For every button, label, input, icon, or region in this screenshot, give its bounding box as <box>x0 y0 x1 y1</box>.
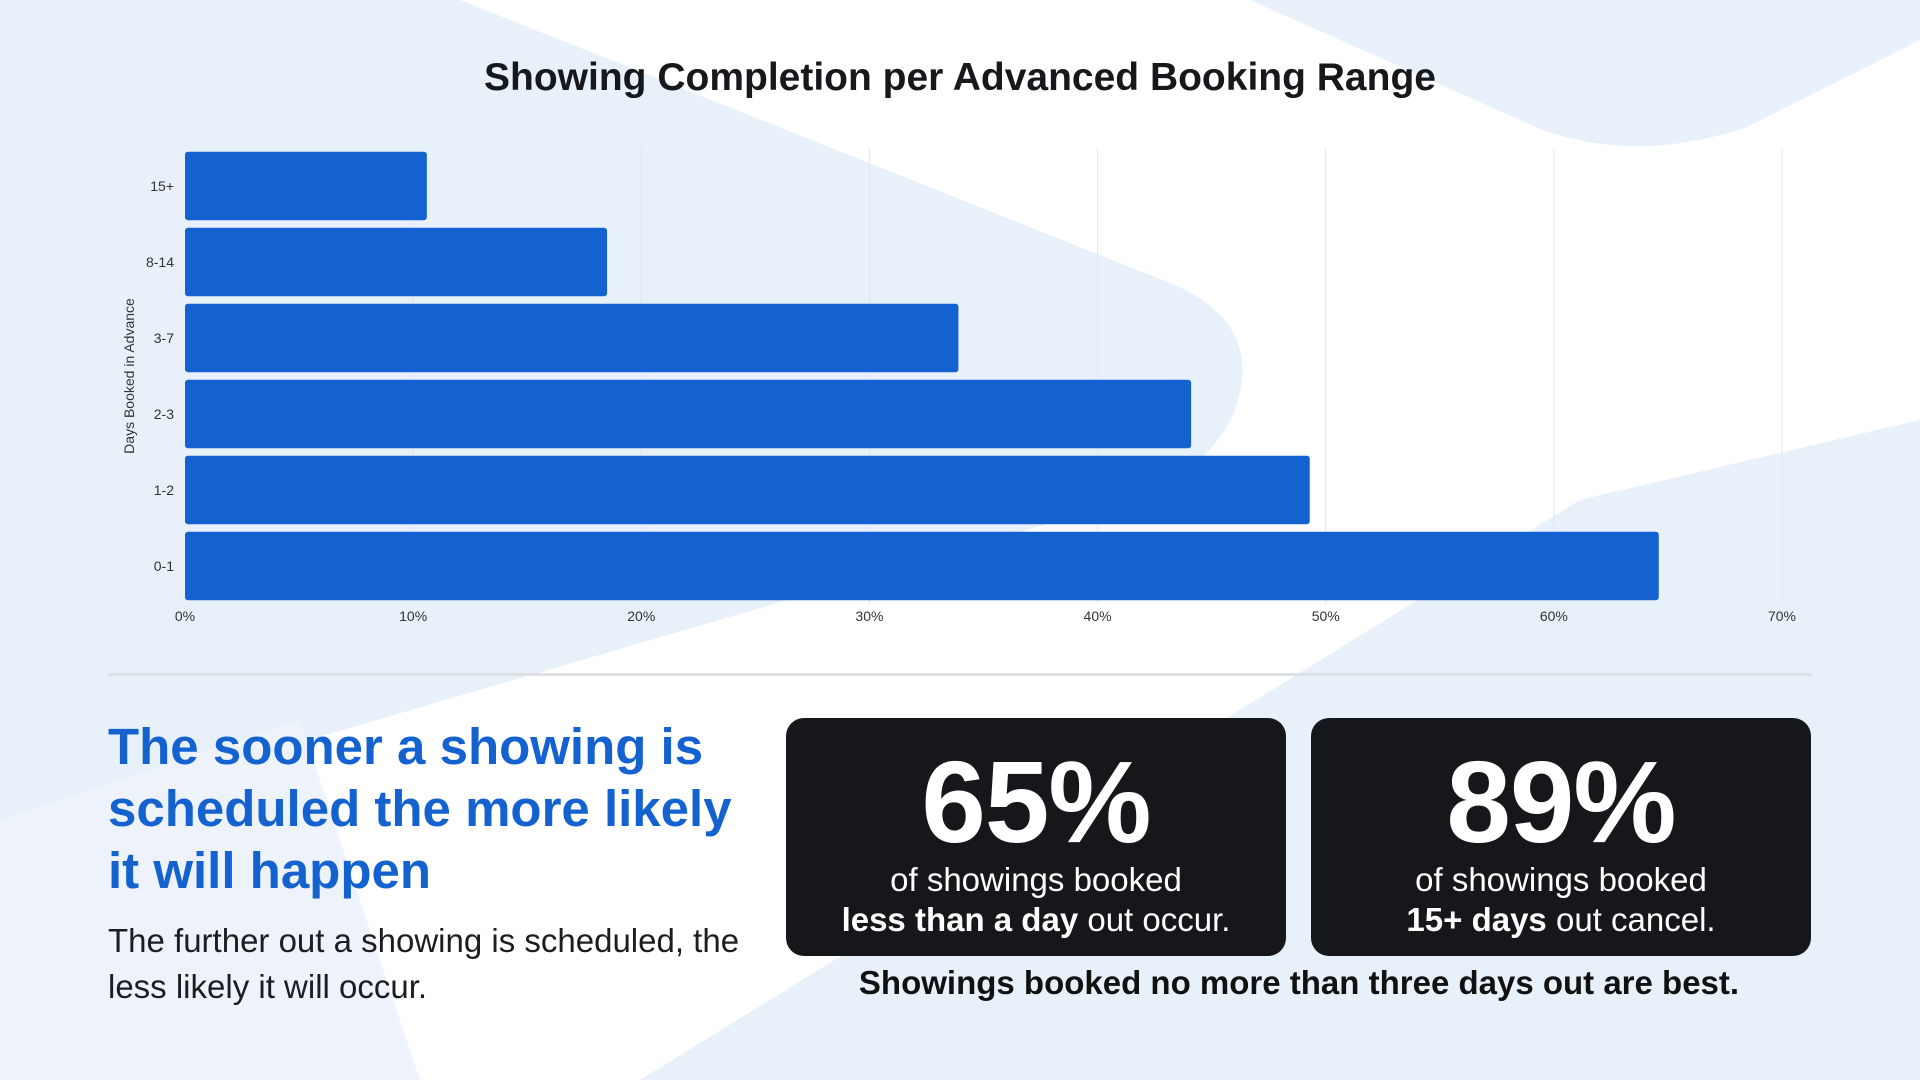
bar-15+ <box>185 151 427 221</box>
bar-3-7 <box>185 303 959 373</box>
stat-card-occur: 65% of showings booked less than a day o… <box>786 718 1286 956</box>
x-tick-label: 30% <box>855 608 883 624</box>
x-tick-label: 70% <box>1768 608 1796 624</box>
stat-caption-emphasis: less than a day <box>841 901 1079 938</box>
headline: The sooner a showing is scheduled the mo… <box>108 718 732 899</box>
chart-gridlines <box>412 148 1783 604</box>
y-category-label: 0-1 <box>154 558 174 574</box>
chart-category-labels: 15+ 8-14 3-7 2-3 1-2 0-1 <box>146 178 174 574</box>
y-category-label: 1-2 <box>154 482 174 498</box>
background-shape-top-right <box>1250 0 1920 147</box>
x-tick-label: 60% <box>1540 608 1568 624</box>
x-tick-label: 20% <box>627 608 655 624</box>
y-axis-label: Days Booked in Advance <box>121 298 137 454</box>
stat-value: 65% <box>921 737 1151 867</box>
bar-8-14 <box>185 227 608 297</box>
chart-title: Showing Completion per Advanced Booking … <box>484 56 1436 99</box>
stat-caption-emphasis: 15+ days <box>1406 901 1547 938</box>
bar-1-2 <box>185 455 1310 525</box>
x-tick-label: 10% <box>399 608 427 624</box>
stat-caption-line2: less than a day out occur. <box>786 900 1286 940</box>
y-category-label: 2-3 <box>154 406 174 422</box>
bar-0-1 <box>185 531 1659 601</box>
y-category-label: 8-14 <box>146 254 174 270</box>
x-tick-label: 40% <box>1084 608 1112 624</box>
bar-2-3 <box>185 379 1192 449</box>
chart-x-tick-labels: 0% 10% 20% 30% 40% 50% 60% 70% <box>175 608 1796 624</box>
y-category-label: 3-7 <box>154 330 174 346</box>
bar-chart: 15+ 8-14 3-7 2-3 1-2 0-1 0% 10% 20% 30% 40% 50% 60%… <box>121 148 1796 624</box>
stat-card-cancel: 89% of showings booked 15+ days out canc… <box>1311 718 1811 956</box>
chart-bars <box>185 151 1659 601</box>
y-category-label: 15+ <box>150 178 174 194</box>
stat-caption-line2: 15+ days out cancel. <box>1311 900 1811 940</box>
stat-caption-rest: out occur. <box>1078 901 1231 938</box>
subtext: The further out a showing is scheduled, … <box>108 922 740 1005</box>
stat-caption-rest: out cancel. <box>1546 901 1716 938</box>
footnote: Showings booked no more than three days … <box>858 964 1740 1001</box>
stat-value: 89% <box>1446 737 1676 867</box>
x-tick-label: 0% <box>175 608 195 624</box>
section-divider <box>108 673 1812 676</box>
x-tick-label: 50% <box>1312 608 1340 624</box>
background-shape-bottom-left <box>0 720 420 1080</box>
stat-caption-line1: of showings booked <box>890 861 1182 898</box>
stat-caption-line1: of showings booked <box>1415 861 1707 898</box>
